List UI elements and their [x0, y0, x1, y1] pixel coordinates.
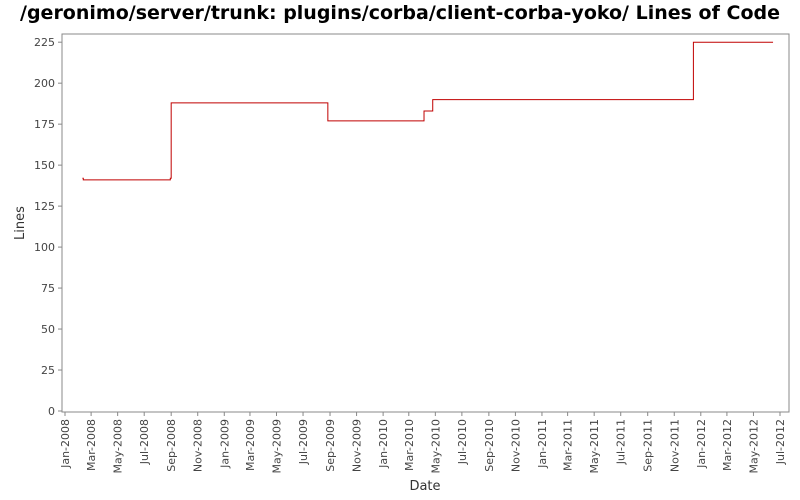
x-tick-label: Mar-2012	[721, 419, 734, 471]
x-axis-label: Date	[409, 479, 440, 494]
y-tick-label: 0	[48, 405, 55, 418]
y-tick-label: 150	[34, 159, 55, 172]
series-line-0	[82, 41, 774, 181]
series-layer	[82, 41, 774, 181]
chart-title: /geronimo/server/trunk: plugins/corba/cl…	[20, 2, 780, 24]
x-tick-label: Jul-2012	[774, 419, 787, 465]
plot-area	[61, 33, 790, 413]
x-tick-label: Jan-2011	[536, 419, 549, 469]
x-tick-label: Mar-2009	[244, 419, 257, 471]
y-tick-label: 125	[34, 200, 55, 213]
y-tick-label: 175	[34, 118, 55, 131]
x-tick-label: Jan-2012	[695, 419, 708, 469]
y-tick-label: 25	[41, 364, 55, 377]
y-axis: 0 25 50 75 100 125 150 175 200 225	[34, 36, 62, 418]
x-tick-label: Jan-2009	[218, 419, 231, 469]
x-tick-label: May-2008	[112, 419, 125, 474]
x-axis: Jan-2008 Mar-2008 May-2008 Jul-2008 Sep-2008…	[59, 412, 787, 474]
x-tick-label: Sep-2009	[324, 419, 337, 472]
x-tick-label: Jul-2010	[456, 419, 469, 465]
x-tick-label: Jul-2008	[138, 419, 151, 465]
x-tick-label: Nov-2009	[351, 419, 364, 472]
x-tick-label: May-2010	[429, 419, 442, 474]
y-tick-label: 75	[41, 282, 55, 295]
x-tick-label: Jul-2009	[297, 419, 310, 465]
x-tick-label: May-2009	[270, 419, 283, 474]
x-tick-label: Mar-2011	[562, 419, 575, 471]
x-tick-label: Jan-2008	[59, 419, 72, 469]
x-tick-label: Nov-2010	[509, 419, 522, 472]
x-tick-label: Mar-2010	[403, 419, 416, 471]
x-tick-label: Mar-2008	[85, 419, 98, 471]
x-tick-label: May-2011	[588, 419, 601, 474]
y-axis-label: Lines	[13, 206, 28, 240]
x-tick-label: Sep-2010	[483, 419, 496, 472]
x-tick-label: Jul-2011	[615, 419, 628, 465]
y-tick-label: 225	[34, 36, 55, 49]
x-tick-label: Nov-2011	[668, 419, 681, 472]
x-tick-label: Sep-2011	[642, 419, 655, 472]
x-tick-label: Sep-2008	[165, 419, 178, 472]
y-tick-label: 200	[34, 77, 55, 90]
x-tick-label: May-2012	[747, 419, 760, 474]
y-tick-label: 50	[41, 323, 55, 336]
y-tick-label: 100	[34, 241, 55, 254]
x-tick-label: Nov-2008	[192, 419, 205, 472]
x-tick-label: Jan-2010	[377, 419, 390, 469]
